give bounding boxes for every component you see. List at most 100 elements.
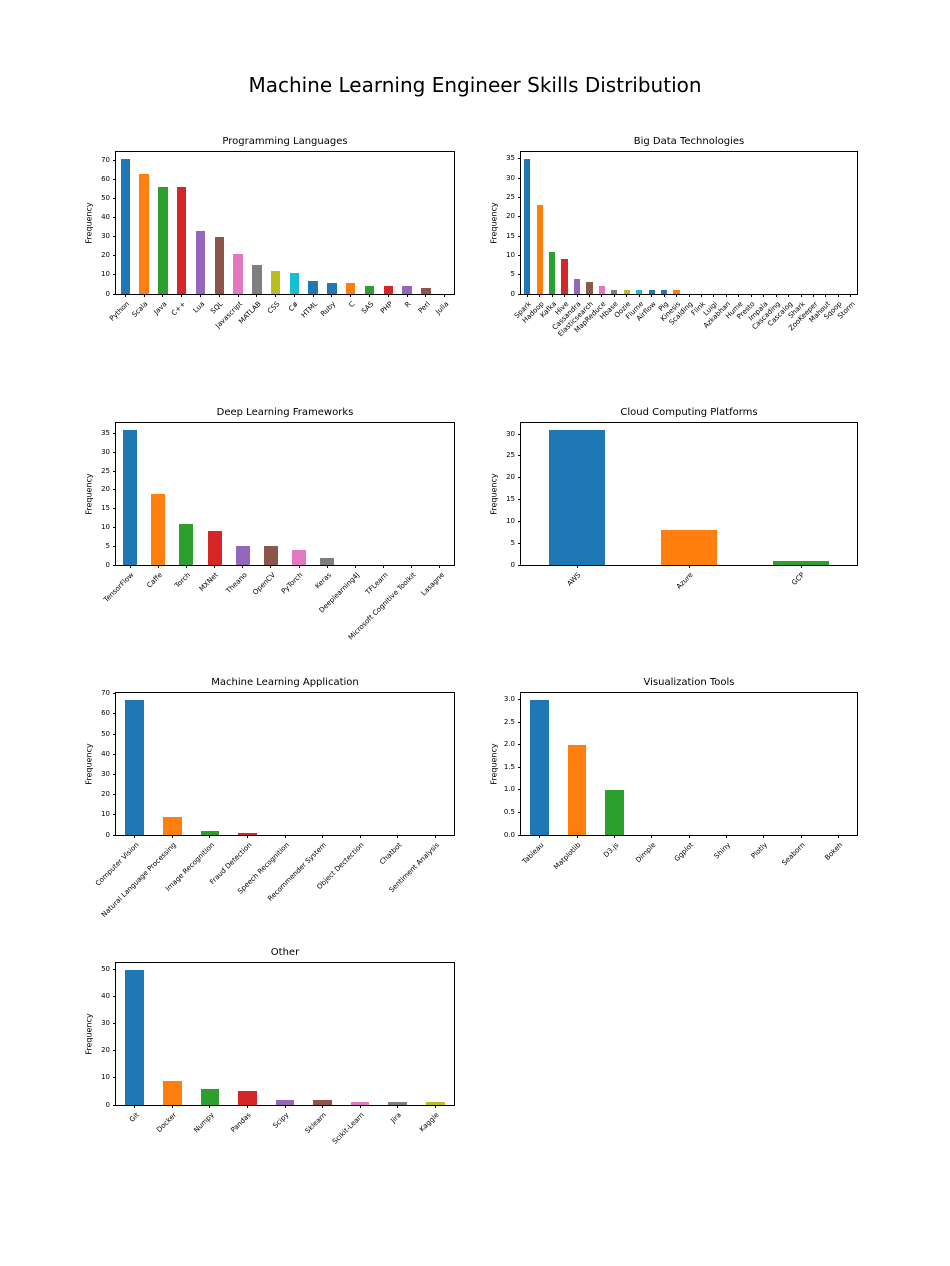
y-tick-mark xyxy=(113,969,116,971)
x-tick-label: Jira xyxy=(389,1111,404,1125)
x-tick-label: HTML xyxy=(299,300,319,320)
x-tick-mark xyxy=(322,835,324,838)
y-tick-label: 20 xyxy=(506,212,515,221)
bar-matlab xyxy=(252,265,262,294)
x-tick-mark xyxy=(750,294,752,297)
x-tick-label: C# xyxy=(286,300,301,314)
x-tick-mark xyxy=(298,565,300,568)
x-tick-label: CSS xyxy=(265,300,282,316)
bar-php xyxy=(383,286,393,294)
bar-theano xyxy=(235,546,250,565)
bar-computer-vision xyxy=(125,699,145,835)
y-tick-mark xyxy=(113,1050,116,1052)
x-tick-mark xyxy=(275,294,277,297)
bar-spark xyxy=(524,158,531,294)
y-tick-label: 2.5 xyxy=(503,717,515,726)
x-tick-label: Matplotlib xyxy=(552,841,583,872)
x-tick-label: D3.js xyxy=(601,841,620,860)
bar-kafka xyxy=(549,251,556,294)
y-tick-mark xyxy=(518,564,521,566)
chart-title: Machine Learning Application xyxy=(211,677,359,688)
x-tick-label: SAS xyxy=(359,300,376,316)
y-tick-mark xyxy=(113,526,116,528)
x-tick-label: Ruby xyxy=(319,300,338,319)
x-tick-mark xyxy=(434,835,436,838)
y-tick-label: 20 xyxy=(101,251,110,260)
x-tick-mark xyxy=(651,294,653,297)
bar-elasticsearch xyxy=(586,282,593,294)
subplot-big-data-technologies: Big Data Technologies Frequency 0 5 10 15 20 25… xyxy=(490,136,858,338)
x-tick-label: Scipy xyxy=(271,1111,291,1130)
y-tick-label: 0 xyxy=(510,560,515,569)
x-tick-label: Scikit-Learn xyxy=(331,1111,366,1146)
y-tick-label: 0 xyxy=(105,830,110,839)
y-tick-mark xyxy=(113,564,116,566)
y-tick-mark xyxy=(518,293,521,295)
y-axis-label: Frequency xyxy=(84,1013,94,1055)
x-tick-mark xyxy=(331,294,333,297)
x-tick-mark xyxy=(171,835,173,838)
y-tick-label: 10 xyxy=(101,810,110,819)
x-tick-label: Theano xyxy=(224,571,249,596)
y-tick-mark xyxy=(518,433,521,435)
bar-tableau xyxy=(530,699,549,835)
y-tick-label: 25 xyxy=(506,192,515,201)
y-tick-label: 20 xyxy=(506,473,515,482)
y-tick-mark xyxy=(518,477,521,479)
x-tick-mark xyxy=(613,835,615,838)
bar-pytorch xyxy=(292,549,307,565)
x-tick-label: Git xyxy=(127,1111,141,1124)
x-tick-mark xyxy=(383,565,385,568)
x-tick-mark xyxy=(157,565,159,568)
x-tick-mark xyxy=(788,294,790,297)
x-tick-mark xyxy=(326,565,328,568)
bar-css xyxy=(270,271,281,294)
x-tick-mark xyxy=(359,1105,361,1108)
x-tick-mark xyxy=(837,294,839,297)
x-tick-mark xyxy=(237,294,239,297)
y-tick-label: 20 xyxy=(101,1046,110,1055)
x-tick-mark xyxy=(246,835,248,838)
y-tick-mark xyxy=(518,789,521,791)
x-tick-mark xyxy=(825,294,827,297)
x-tick-label: Kaggle xyxy=(418,1111,441,1134)
x-tick-mark xyxy=(725,835,727,838)
y-tick-label: 0.0 xyxy=(503,830,515,839)
y-tick-mark xyxy=(113,996,116,998)
x-tick-mark xyxy=(763,835,765,838)
x-tick-mark xyxy=(406,294,408,297)
x-tick-label: OpenCV xyxy=(250,571,277,597)
y-tick-mark xyxy=(518,834,521,836)
y-tick-label: 30 xyxy=(506,173,515,182)
y-tick-mark xyxy=(518,177,521,179)
x-tick-mark xyxy=(837,835,839,838)
subplot-other: Other Frequency 0 10 20 30 40 50 Git Docker Numpy P… xyxy=(85,947,455,1146)
x-tick-mark xyxy=(359,835,361,838)
x-tick-label: Pandas xyxy=(229,1111,254,1135)
bar-hive xyxy=(561,259,568,294)
y-axis-label: Frequency xyxy=(489,473,499,515)
y-tick-label: 0 xyxy=(105,560,110,569)
y-tick-label: 30 xyxy=(101,769,110,778)
bar-lua xyxy=(195,231,206,294)
figure-title: Machine Learning Engineer Skills Distrib… xyxy=(248,73,702,97)
x-tick-label: TensorFlow xyxy=(102,571,136,604)
x-tick-mark xyxy=(444,294,446,297)
x-tick-mark xyxy=(218,294,220,297)
bar-c xyxy=(177,187,187,294)
y-tick-label: 0 xyxy=(105,1100,110,1109)
y-tick-mark xyxy=(113,255,116,257)
x-tick-label: C++ xyxy=(169,300,188,318)
bar-python xyxy=(120,158,131,294)
x-tick-mark xyxy=(688,565,690,568)
y-tick-label: 15 xyxy=(101,504,110,513)
x-tick-label: Shiny xyxy=(712,841,732,861)
y-tick-label: 15 xyxy=(506,495,515,504)
x-tick-mark xyxy=(588,294,590,297)
x-tick-mark xyxy=(800,294,802,297)
x-tick-label: Plotly xyxy=(750,841,770,861)
x-tick-label: Ggplot xyxy=(672,841,695,864)
x-tick-label: TFLearn xyxy=(363,571,390,597)
y-tick-label: 10 xyxy=(101,270,110,279)
subplot-programming-languages: Programming Languages Frequency 0 10 20 30 40 5… xyxy=(85,136,455,330)
